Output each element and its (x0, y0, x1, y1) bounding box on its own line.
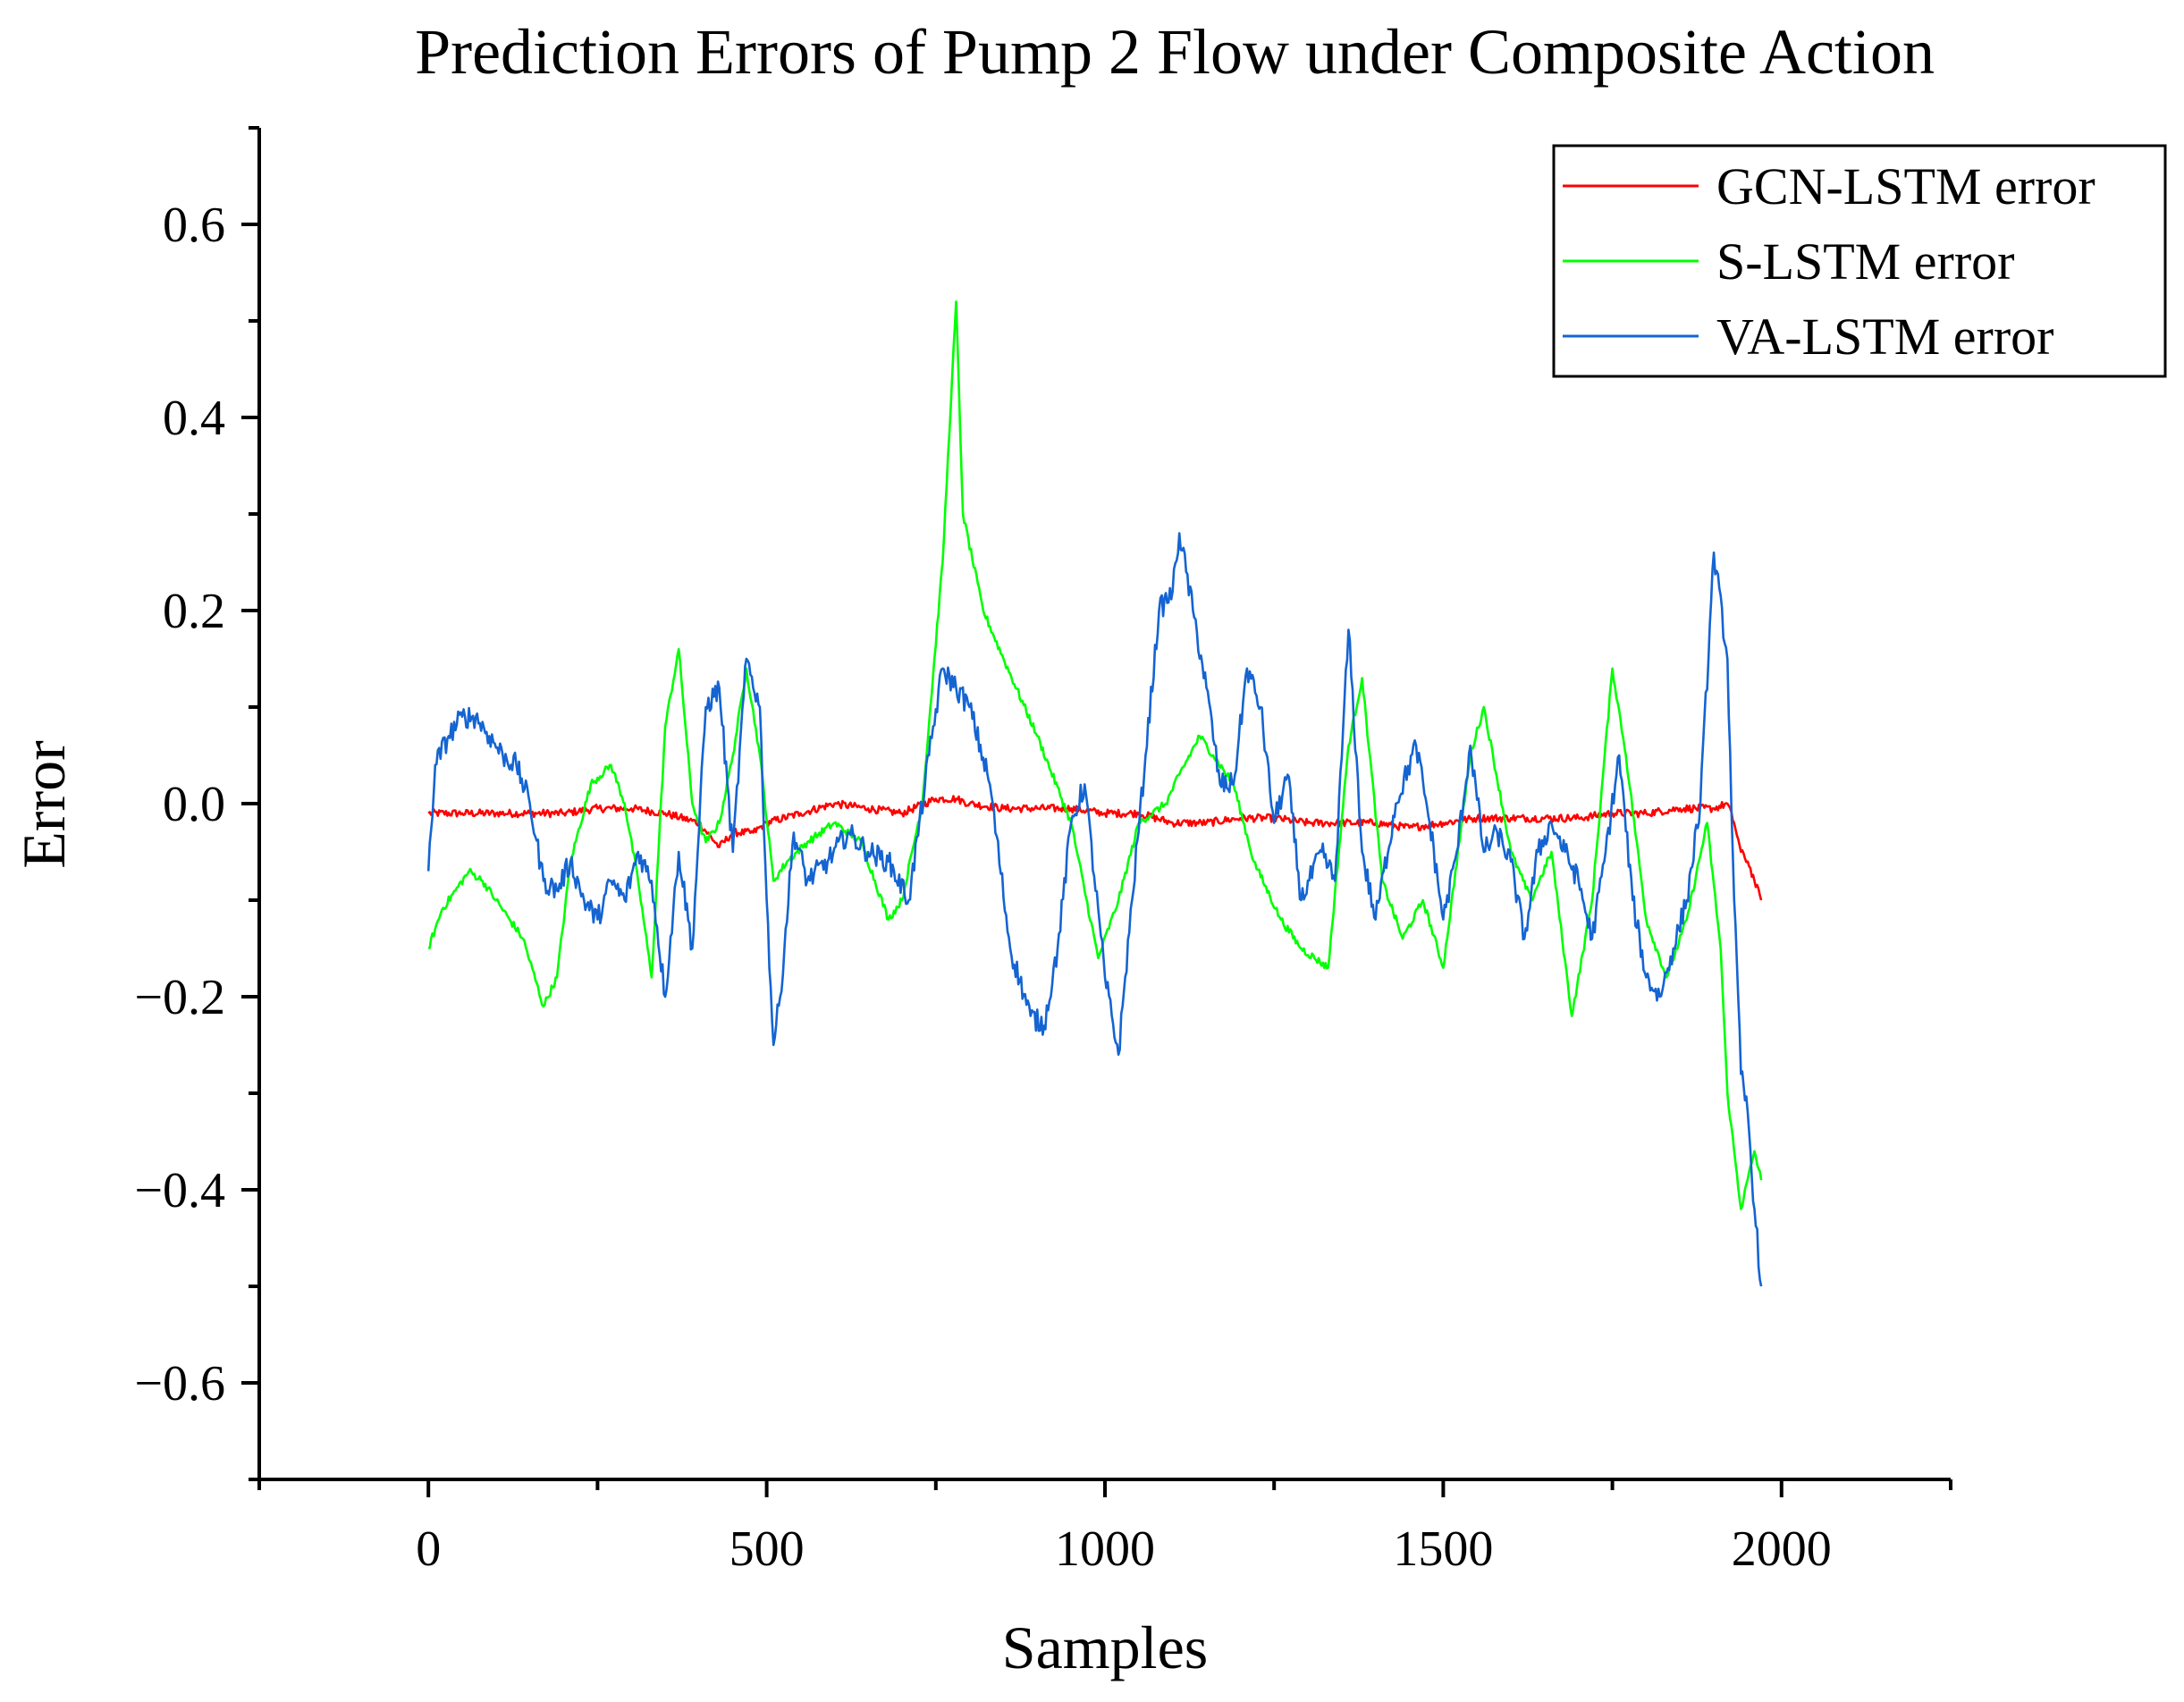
series-line-2 (426, 532, 1763, 1287)
y-tick-label: −0.6 (134, 1356, 225, 1411)
y-tick-label: 0.0 (163, 777, 225, 832)
y-tick-label: 0.4 (163, 391, 225, 446)
chart-title: Prediction Errors of Pump 2 Flow under C… (415, 16, 1935, 88)
x-tick-label: 0 (416, 1521, 441, 1577)
legend: GCN-LSTM error S-LSTM error VA-LSTM error (1552, 144, 2167, 378)
plot-series (426, 300, 1763, 1287)
y-tick-label: 0.2 (163, 584, 225, 639)
series-line-0 (427, 795, 1763, 901)
series-line-1 (427, 300, 1763, 1210)
y-axis-label: Error (10, 740, 78, 869)
x-tick-label: 2000 (1732, 1521, 1832, 1577)
legend-label-0: GCN-LSTM error (1716, 157, 2095, 215)
x-axis-label: Samples (1002, 1614, 1208, 1681)
y-ticks: 0.6 0.4 0.2 0.0 −0.2 −0.4 −0.6 (134, 126, 259, 1481)
legend-label-1: S-LSTM error (1716, 232, 2014, 291)
y-tick-label: −0.2 (134, 970, 225, 1025)
y-tick-label: −0.4 (134, 1163, 225, 1218)
x-tick-label: 500 (729, 1521, 805, 1577)
legend-label-2: VA-LSTM error (1716, 308, 2053, 366)
y-tick-label: 0.6 (163, 198, 225, 253)
x-tick-label: 1000 (1055, 1521, 1155, 1577)
x-ticks: 0 500 1000 1500 2000 (257, 1479, 1952, 1577)
x-tick-label: 1500 (1393, 1521, 1493, 1577)
